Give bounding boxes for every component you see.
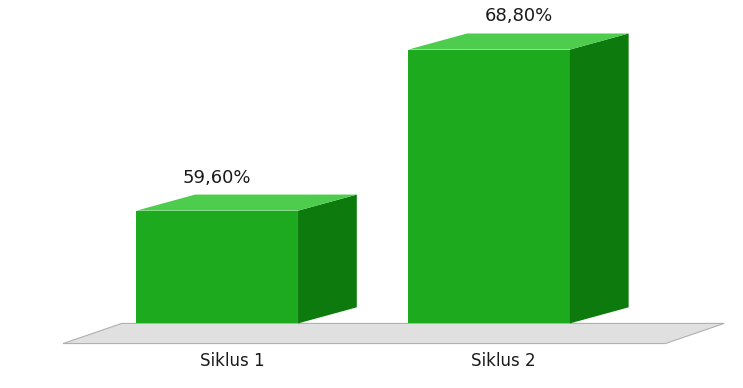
Text: Siklus 1: Siklus 1 <box>200 352 265 370</box>
Text: 68,80%: 68,80% <box>484 7 553 26</box>
Bar <box>137 211 298 324</box>
Polygon shape <box>137 194 357 211</box>
Bar <box>408 50 570 324</box>
Polygon shape <box>63 324 724 343</box>
Polygon shape <box>298 194 357 324</box>
Polygon shape <box>408 33 629 50</box>
Text: Siklus 2: Siklus 2 <box>471 352 536 370</box>
Text: 59,60%: 59,60% <box>183 168 251 187</box>
Polygon shape <box>570 33 629 324</box>
